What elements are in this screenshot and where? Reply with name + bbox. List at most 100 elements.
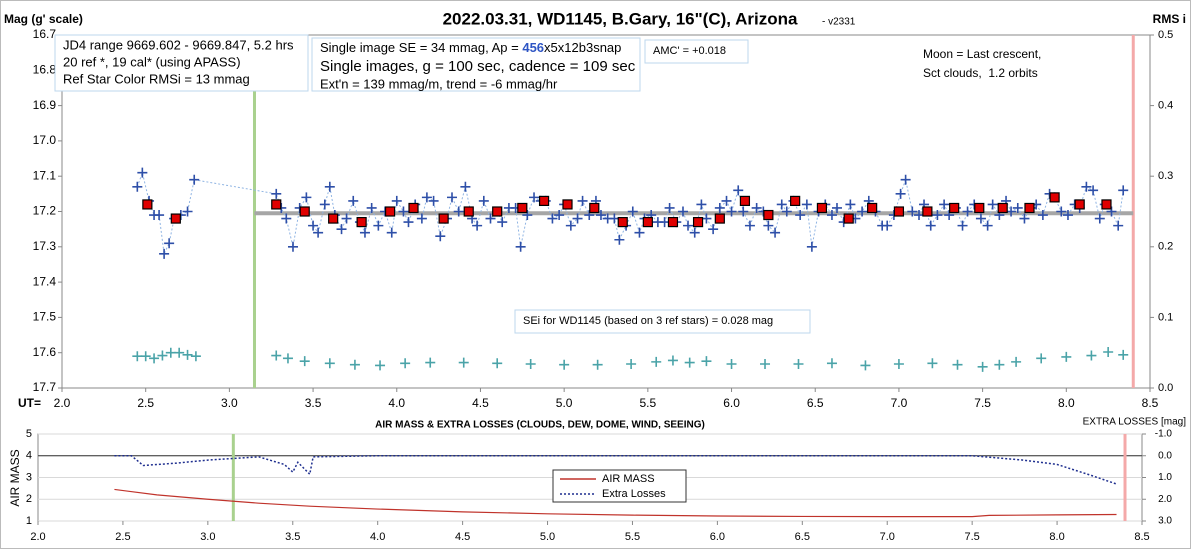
data-point — [893, 358, 904, 369]
annotation-box — [644, 39, 749, 64]
binned-point — [562, 199, 573, 210]
binned-point — [922, 206, 933, 217]
data-point — [416, 213, 427, 224]
data-point — [982, 220, 993, 231]
binned-point — [1049, 192, 1060, 203]
annotation-box — [54, 34, 309, 92]
data-point — [952, 359, 963, 370]
data-point — [925, 220, 936, 231]
data-point — [927, 358, 938, 369]
data-point — [189, 174, 200, 185]
legend-label: AIR MASS — [602, 473, 655, 485]
data-point — [1103, 346, 1114, 357]
data-point — [313, 227, 324, 238]
data-point — [190, 351, 201, 362]
data-point — [667, 355, 678, 366]
data-point — [900, 174, 911, 185]
data-point — [547, 213, 558, 224]
data-point — [308, 220, 319, 231]
binned-point — [271, 199, 282, 210]
annotation-text: Moon = Last crescent, — [923, 47, 1041, 61]
data-point — [626, 358, 637, 369]
x-tick-label: 6.5 — [795, 531, 810, 543]
data-point — [375, 360, 386, 371]
y2-tick-label: 0.0 — [1158, 450, 1172, 461]
data-point — [793, 358, 804, 369]
chart-title: AIR MASS & EXTRA LOSSES (CLOUDS, DEW, DO… — [375, 420, 705, 431]
data-point — [939, 199, 950, 210]
data-point — [701, 356, 712, 367]
x-tick-label: 4.0 — [388, 396, 405, 410]
y-tick-label: 17.0 — [33, 133, 57, 147]
y-axis-label: AIR MASS — [8, 449, 22, 506]
binned-point — [517, 202, 528, 214]
x-tick-label: 3.0 — [200, 531, 215, 543]
annotation-box — [514, 309, 811, 334]
data-point — [683, 220, 694, 231]
data-point — [627, 206, 638, 217]
binned-point — [642, 216, 653, 228]
y2-tick-label: 0.1 — [1158, 311, 1173, 323]
data-point — [770, 227, 781, 238]
data-point — [132, 181, 143, 192]
binned-point — [974, 202, 985, 214]
data-point — [425, 357, 436, 368]
data-point — [801, 199, 812, 210]
x-tick-label: 2.0 — [30, 531, 45, 543]
x-tick-label: 6.0 — [723, 396, 740, 410]
data-point — [860, 360, 871, 371]
binned-point — [714, 213, 725, 224]
x-tick-label: 4.0 — [370, 531, 385, 543]
data-point — [287, 241, 298, 252]
x-tick-label: 2.5 — [137, 396, 154, 410]
annotation-text: JD4 range 9669.602 - 9669.847, 5.2 hrs — [63, 37, 294, 52]
data-point — [324, 358, 335, 369]
x-tick-label: 8.0 — [1049, 531, 1064, 543]
x-tick-label: 5.0 — [556, 396, 573, 410]
data-point — [726, 206, 737, 217]
annotation-part: x5x12b3snap — [544, 40, 621, 55]
data-point — [554, 210, 565, 221]
annotation-text: SEi for WD1145 (based on 3 ref stars) = … — [523, 315, 773, 327]
data-point — [1011, 356, 1022, 367]
data-point — [721, 195, 732, 206]
data-point — [159, 248, 170, 259]
data-point — [398, 206, 409, 217]
annotation-text: AMC' = +0.018 — [653, 45, 726, 57]
y2-axis-label: RMS i — [1153, 12, 1186, 26]
data-point — [1118, 185, 1129, 196]
data-point — [826, 210, 837, 221]
data-point — [174, 347, 185, 358]
x-tick-label: 2.0 — [54, 396, 71, 410]
chart-subtitle: - v2331 — [822, 17, 856, 28]
data-point — [806, 241, 817, 252]
y2-tick-label: 0.5 — [1158, 29, 1173, 41]
data-point — [895, 188, 906, 199]
annotation-text: Ext'n = 139 mmag/m, trend = -6 mmag/hr — [320, 76, 558, 91]
y2-tick-label: 0.3 — [1158, 170, 1173, 182]
data-point — [664, 202, 675, 213]
data-point — [132, 351, 143, 362]
data-point — [164, 238, 175, 249]
annotation-part: 456 — [522, 40, 544, 55]
binned-point — [843, 213, 854, 224]
data-point — [857, 206, 868, 217]
data-point — [472, 220, 483, 231]
y-tick-label: 17.3 — [33, 239, 57, 253]
binned-point — [1074, 199, 1085, 210]
data-point — [525, 358, 536, 369]
data-point — [1012, 202, 1023, 213]
data-point — [453, 206, 464, 217]
data-point — [458, 357, 469, 368]
y-tick-label: 16.8 — [33, 62, 57, 76]
data-point — [1088, 185, 1099, 196]
y-tick-label: 5 — [26, 428, 32, 440]
x-tick-label: 6.5 — [807, 396, 824, 410]
data-point — [751, 202, 762, 213]
data-point — [359, 227, 370, 238]
legend-label: Extra Losses — [602, 488, 666, 500]
data-point — [795, 210, 806, 221]
binned-point — [356, 216, 367, 228]
